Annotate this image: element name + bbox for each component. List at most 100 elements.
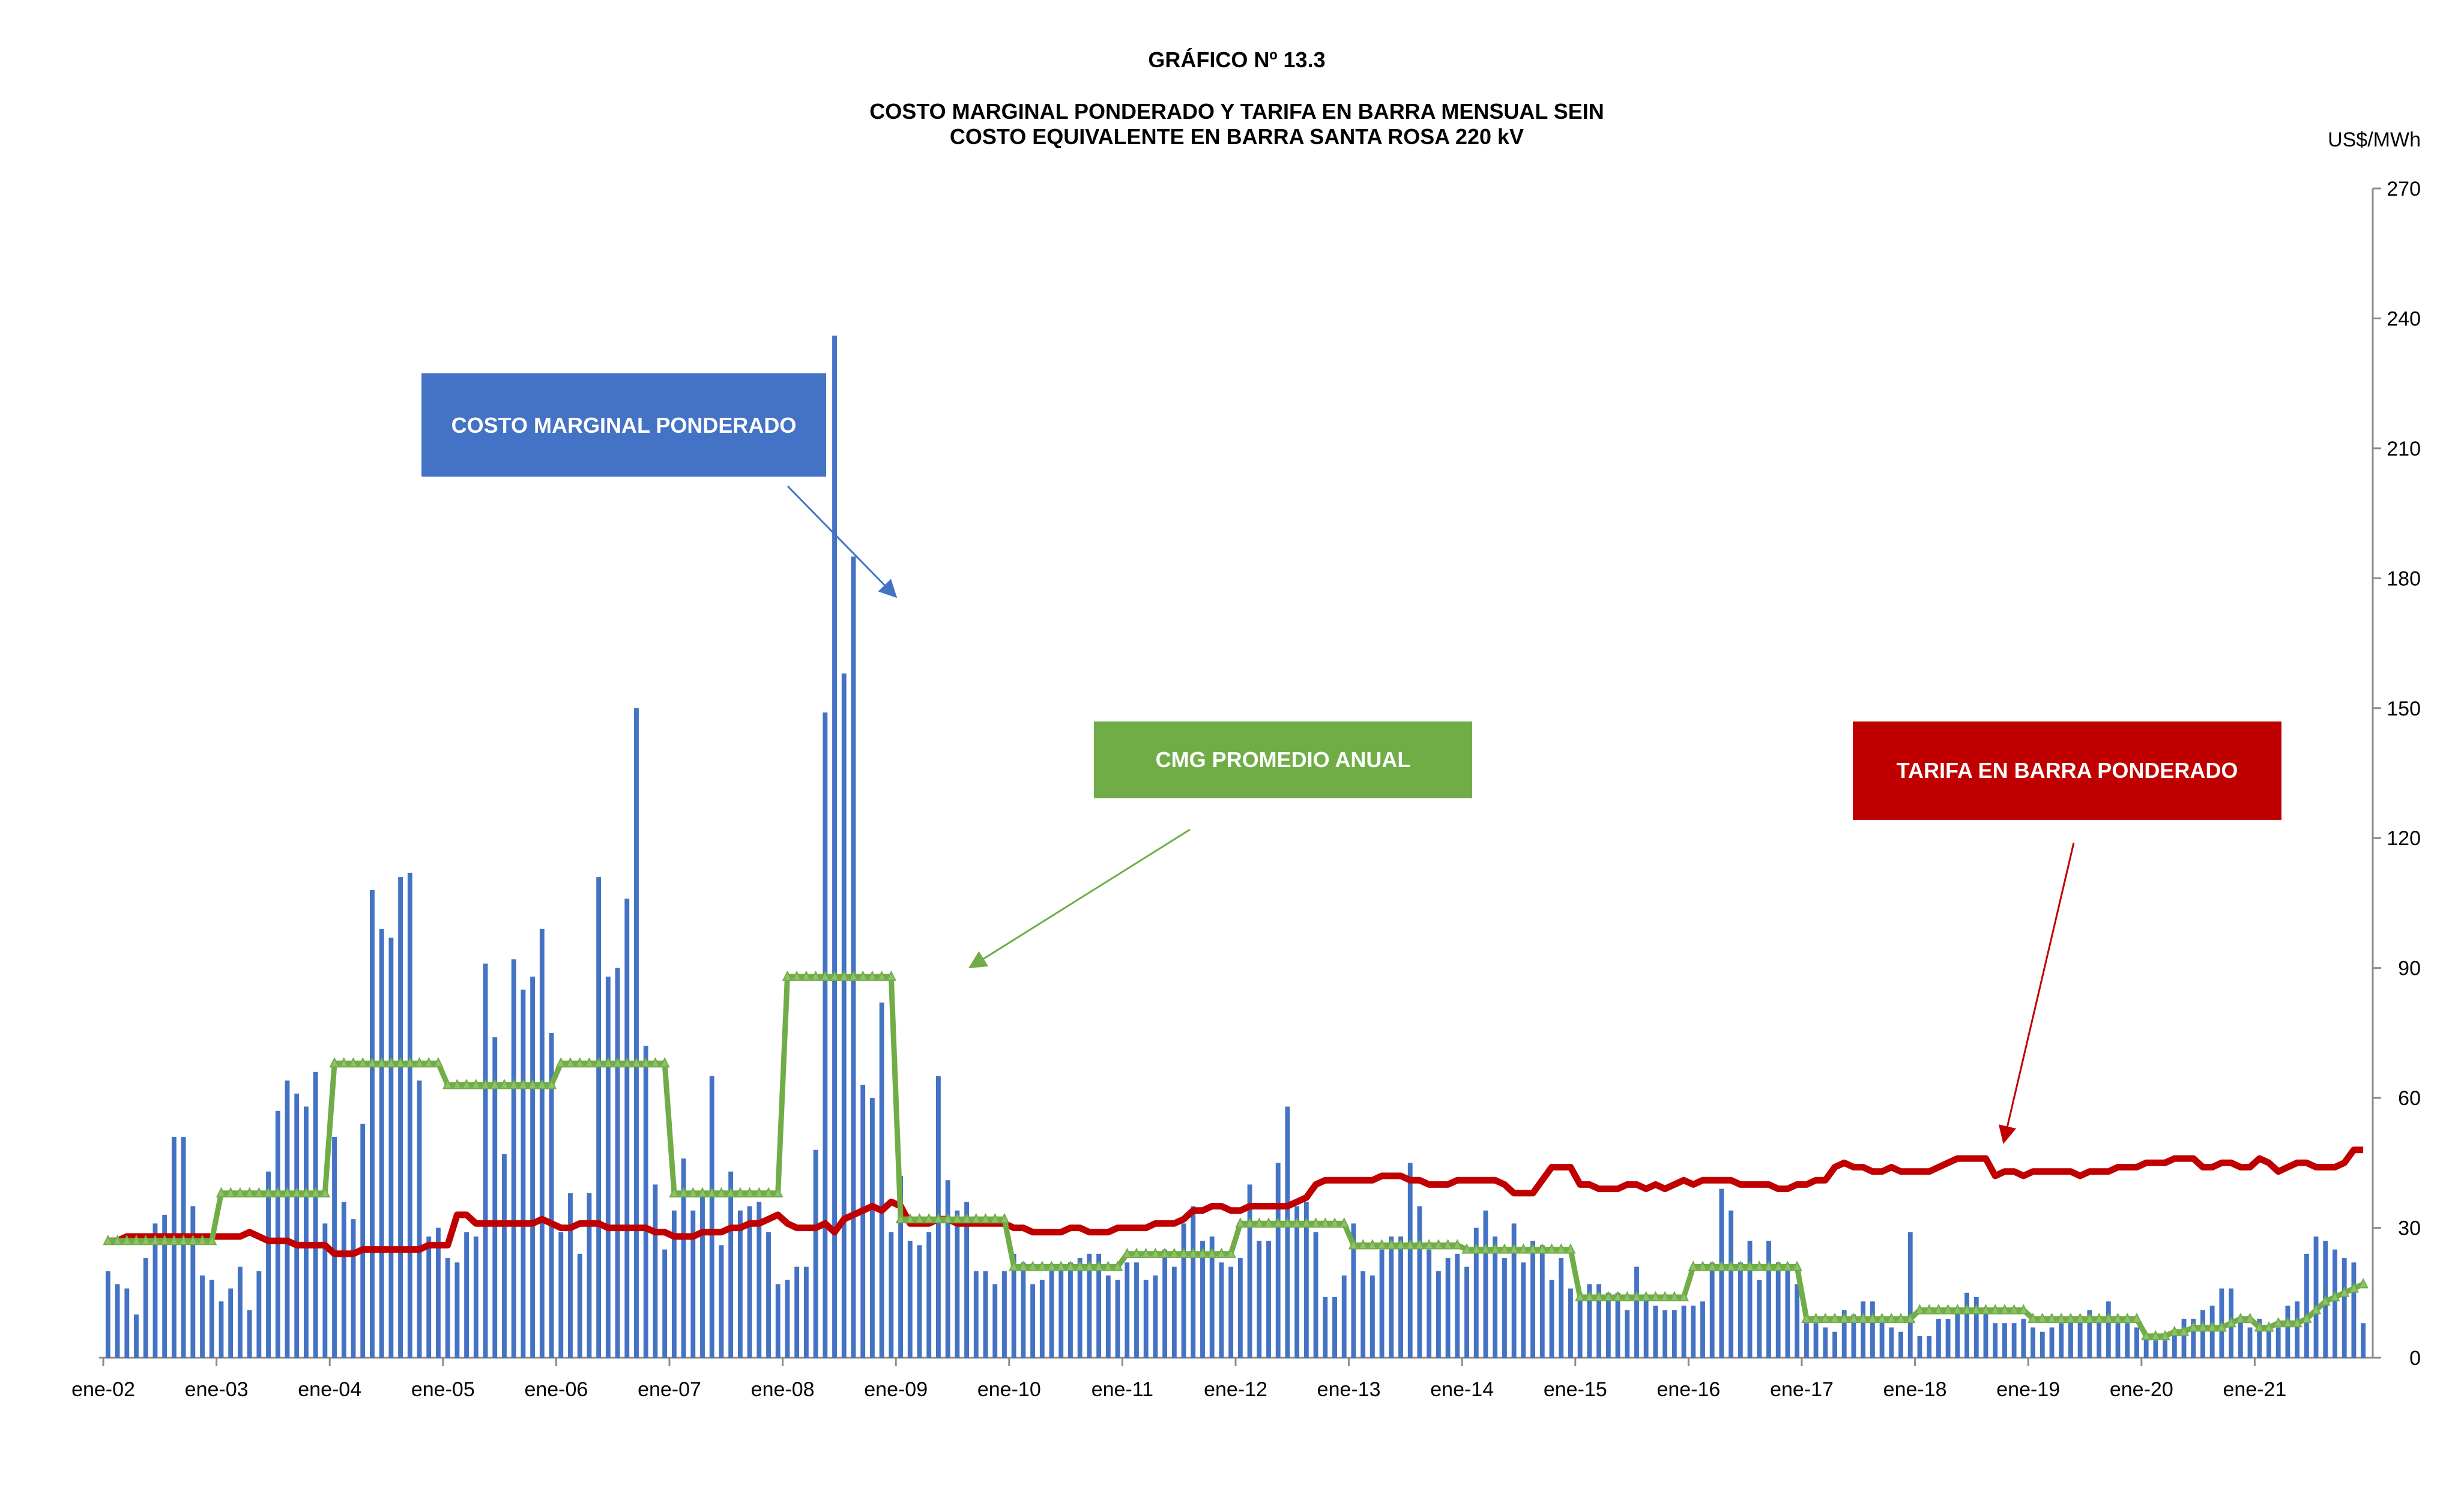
cmg-anual-marker xyxy=(989,1212,1000,1224)
cmg-bar xyxy=(1303,1202,1309,1358)
cmg-bar xyxy=(2011,1323,2017,1358)
cmg-anual-marker xyxy=(2103,1312,2114,1324)
cmg-bar xyxy=(955,1210,960,1358)
cmg-anual-marker xyxy=(631,1057,642,1068)
cmg-anual-marker xyxy=(1386,1239,1397,1250)
y-tick-label: 180 xyxy=(2387,567,2421,590)
legend-box-cmg-ponderado: COSTO MARGINAL PONDERADO xyxy=(421,373,826,477)
cmg-bar xyxy=(1209,1236,1215,1358)
cmg-bar xyxy=(1559,1258,1564,1358)
cmg-anual-marker xyxy=(1876,1312,1888,1324)
cmg-anual-marker xyxy=(2320,1295,2331,1306)
cmg-bar xyxy=(719,1245,724,1358)
cmg-anual-marker xyxy=(357,1057,368,1068)
cmg-bar xyxy=(275,1110,280,1358)
x-tick-label: ene-16 xyxy=(1656,1378,1720,1401)
cmg-anual-marker xyxy=(1169,1247,1180,1258)
cmg-bar xyxy=(907,1241,913,1358)
cmg-bar xyxy=(1398,1236,1403,1358)
cmg-anual-marker xyxy=(339,1057,349,1068)
cmg-anual-marker xyxy=(1867,1312,1878,1324)
cmg-anual-marker xyxy=(753,1187,764,1197)
cmg-bar xyxy=(983,1271,988,1358)
cmg-bar xyxy=(1568,1288,1573,1358)
cmg-anual-marker xyxy=(2216,1321,2227,1332)
cmg-bar xyxy=(436,1227,441,1358)
cmg-anual-marker xyxy=(253,1187,264,1197)
cmg-bar xyxy=(662,1249,668,1358)
cmg-bar xyxy=(303,1106,309,1358)
cmg-anual-marker xyxy=(1659,1291,1670,1301)
cmg-bar xyxy=(1011,1253,1016,1358)
legend-box-cmg-anual: CMG PROMEDIO ANUAL xyxy=(1094,721,1472,798)
cmg-anual-marker xyxy=(2084,1312,2095,1324)
cmg-anual-marker xyxy=(537,1079,548,1089)
cmg-anual-marker xyxy=(1999,1304,2010,1315)
cmg-bar xyxy=(1087,1253,1092,1358)
cmg-anual-marker xyxy=(1367,1239,1378,1250)
cmg-bar xyxy=(2087,1310,2092,1358)
cmg-anual-marker xyxy=(1518,1243,1529,1254)
cmg-bar xyxy=(2295,1301,2300,1358)
cmg-bar xyxy=(1643,1297,1649,1358)
cmg-bar xyxy=(1200,1241,1205,1358)
cmg-bar xyxy=(313,1071,318,1358)
cmg-bar xyxy=(1945,1319,1951,1358)
cmg-bar xyxy=(558,1232,564,1358)
cmg-anual-marker xyxy=(197,1234,208,1245)
cmg-bar xyxy=(1134,1262,1139,1358)
cmg-bar xyxy=(775,1284,781,1358)
cmg-bar xyxy=(2285,1306,2290,1358)
cmg-bar xyxy=(2181,1319,2187,1358)
cmg-bar xyxy=(152,1223,158,1358)
cmg-bar xyxy=(473,1236,479,1358)
cmg-bar xyxy=(2238,1319,2243,1358)
cmg-bar xyxy=(2200,1310,2205,1358)
cmg-anual-marker xyxy=(2141,1330,2152,1340)
cmg-anual-marker xyxy=(169,1234,180,1245)
cmg-anual-marker xyxy=(1263,1217,1274,1228)
cmg-bar xyxy=(634,708,639,1358)
cmg-bar xyxy=(143,1258,148,1358)
cmg-bar xyxy=(1757,1280,1762,1358)
cmg-anual-marker xyxy=(385,1057,396,1068)
cmg-bar xyxy=(1615,1292,1620,1358)
cmg-bar xyxy=(785,1280,790,1358)
cmg-anual-marker xyxy=(1414,1239,1425,1250)
cmg-bar xyxy=(1153,1275,1158,1358)
cmg-anual-marker xyxy=(584,1057,595,1068)
cmg-anual-marker xyxy=(914,1212,925,1224)
cmg-anual-marker xyxy=(744,1187,755,1197)
cmg-bar xyxy=(2106,1301,2111,1358)
cmg-anual-marker xyxy=(1990,1304,2000,1315)
cmg-bar xyxy=(426,1236,432,1358)
cmg-anual-marker xyxy=(1055,1261,1066,1271)
cmg-bar xyxy=(492,1037,498,1358)
cmg-anual-marker xyxy=(1452,1239,1463,1250)
y-axis-unit-label: US$/MWh xyxy=(2328,128,2421,151)
cmg-bar xyxy=(851,556,856,1358)
cmg-anual-marker xyxy=(159,1234,170,1245)
cmg-anual-marker xyxy=(2169,1325,2180,1336)
cmg-anual-marker xyxy=(1688,1261,1699,1271)
chart-subtitle-line1: COSTO MARGINAL PONDERADO Y TARIFA EN BAR… xyxy=(869,99,1604,124)
cmg-bar xyxy=(728,1171,734,1358)
cmg-anual-marker xyxy=(1565,1243,1576,1254)
cmg-anual-marker xyxy=(1301,1217,1312,1228)
cmg-bar xyxy=(1907,1232,1913,1358)
cmg-bar xyxy=(1181,1223,1186,1358)
cmg-bar xyxy=(1577,1292,1583,1358)
cmg-bar xyxy=(671,1210,677,1358)
y-tick-label: 240 xyxy=(2387,307,2421,330)
cmg-anual-marker xyxy=(1188,1247,1198,1258)
cmg-bar xyxy=(369,890,375,1358)
cmg-bar xyxy=(1671,1310,1677,1358)
cmg-bar xyxy=(2049,1327,2055,1358)
cmg-bar xyxy=(700,1193,705,1358)
cmg-anual-marker xyxy=(178,1234,189,1245)
cmg-bar xyxy=(2021,1319,2026,1358)
x-tick-label: ene-09 xyxy=(864,1378,928,1401)
cmg-bar xyxy=(823,712,828,1358)
y-tick-label: 30 xyxy=(2398,1217,2421,1240)
cmg-bar xyxy=(1634,1267,1639,1358)
